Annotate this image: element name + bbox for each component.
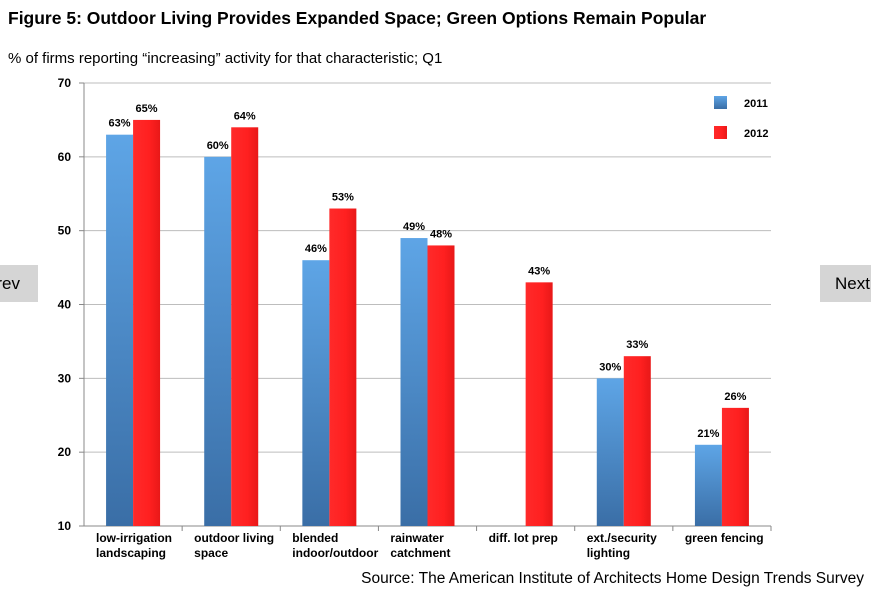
bar-2012: [525, 282, 553, 526]
data-label-2011: 63%: [109, 118, 131, 130]
data-label-2011: 49%: [403, 221, 425, 233]
x-tick-label: low-irrigation: [96, 531, 172, 545]
bar-2012: [329, 208, 357, 526]
bar-2011: [400, 238, 428, 527]
chart-subtitle: % of firms reporting “increasing” activi…: [8, 50, 443, 67]
data-label-2011: 46%: [305, 243, 327, 255]
bar-2012: [133, 119, 161, 527]
x-tick-label: diff. lot prep: [489, 531, 558, 545]
y-tick-label: 30: [58, 371, 72, 385]
prev-button-label: Prev: [0, 274, 20, 293]
next-button[interactable]: Next: [820, 265, 871, 302]
x-tick-label: lighting: [587, 546, 630, 560]
data-label-2012: 64%: [234, 110, 256, 122]
data-label-2012: 48%: [430, 228, 452, 240]
y-tick-label: 70: [58, 76, 72, 90]
next-button-label: Next: [835, 274, 870, 293]
bar-2011: [204, 156, 232, 527]
x-tick-label: ext./security: [587, 531, 657, 545]
bar-2011: [596, 378, 624, 526]
y-tick-label: 20: [58, 445, 72, 459]
x-tick-label: indoor/outdoor: [292, 546, 378, 560]
y-tick-label: 50: [58, 224, 72, 238]
bar-2011: [106, 134, 134, 526]
x-tick-label: catchment: [390, 546, 450, 560]
source-note: Source: The American Institute of Archit…: [361, 570, 864, 587]
bar-2012: [427, 245, 455, 526]
x-tick-label: outdoor living: [194, 531, 274, 545]
x-tick-label: blended: [292, 531, 338, 545]
bar-2011: [694, 444, 722, 526]
data-label-2012: 65%: [136, 103, 158, 115]
chart-title: Figure 5: Outdoor Living Provides Expand…: [8, 8, 707, 28]
y-tick-label: 60: [58, 150, 72, 164]
bar-2012: [721, 407, 749, 526]
data-label-2012: 26%: [724, 391, 746, 403]
prev-button[interactable]: Prev: [0, 265, 38, 302]
data-label-2012: 43%: [528, 265, 550, 277]
data-label-2012: 53%: [332, 192, 354, 204]
bar-2012: [623, 356, 651, 526]
data-label-2011: 60%: [207, 140, 229, 152]
bar-2012: [231, 127, 259, 527]
legend-label-2011: 2011: [744, 98, 768, 110]
x-tick-label: landscaping: [96, 546, 166, 560]
data-label-2012: 33%: [626, 339, 648, 351]
x-tick-label: rainwater: [390, 531, 444, 545]
bar-2011: [302, 260, 330, 526]
legend-label-2012: 2012: [744, 128, 768, 140]
legend-swatch-2011: [714, 96, 727, 109]
y-tick-label: 10: [58, 519, 72, 533]
x-tick-label: green fencing: [685, 531, 764, 545]
data-label-2011: 21%: [697, 428, 719, 440]
legend-swatch-2012: [714, 126, 727, 139]
data-label-2011: 30%: [599, 361, 621, 373]
y-tick-label: 40: [58, 298, 72, 312]
x-tick-label: space: [194, 546, 228, 560]
